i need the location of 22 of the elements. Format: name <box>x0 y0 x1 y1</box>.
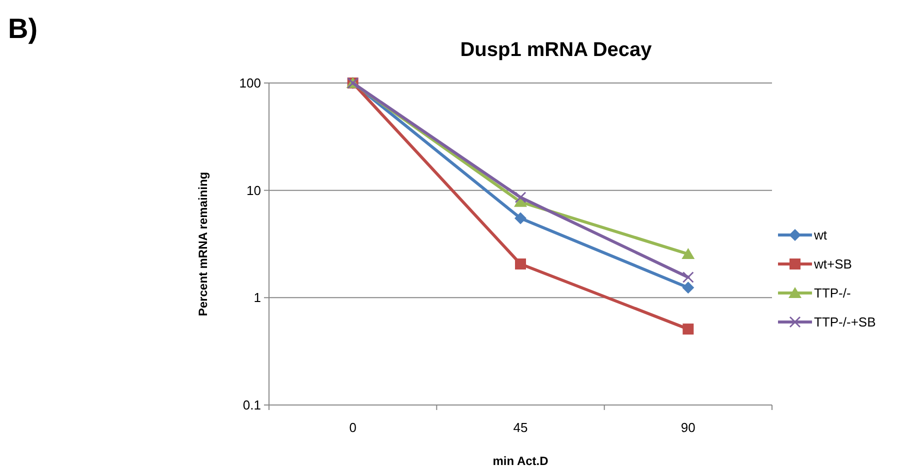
y-tick-label: 1 <box>254 290 261 306</box>
point <box>514 212 526 224</box>
y-tick-label: 10 <box>246 182 261 198</box>
point <box>682 248 695 260</box>
x-tick-label: 45 <box>513 420 528 435</box>
x-axis-title: min Act.D <box>492 454 549 468</box>
legend-label: wt <box>813 228 828 243</box>
point <box>515 258 526 270</box>
y-tick-label: 100 <box>239 76 261 91</box>
legend-label: TTP-/- <box>814 286 851 301</box>
x-tick-label: 90 <box>680 420 696 435</box>
point <box>682 271 694 283</box>
x-tick-label: 0 <box>349 420 356 435</box>
point <box>682 324 694 335</box>
legend-label: TTP-/-+SB <box>814 314 876 330</box>
y-axis-title: Percent mRNA remaining <box>196 172 210 316</box>
y-tick-label: 0.1 <box>242 398 261 413</box>
chart-title: Dusp1 mRNA Decay <box>460 39 653 61</box>
text: B) <box>8 13 38 44</box>
point <box>514 192 526 204</box>
point <box>682 282 694 294</box>
legend-label: wt+SB <box>813 256 852 272</box>
